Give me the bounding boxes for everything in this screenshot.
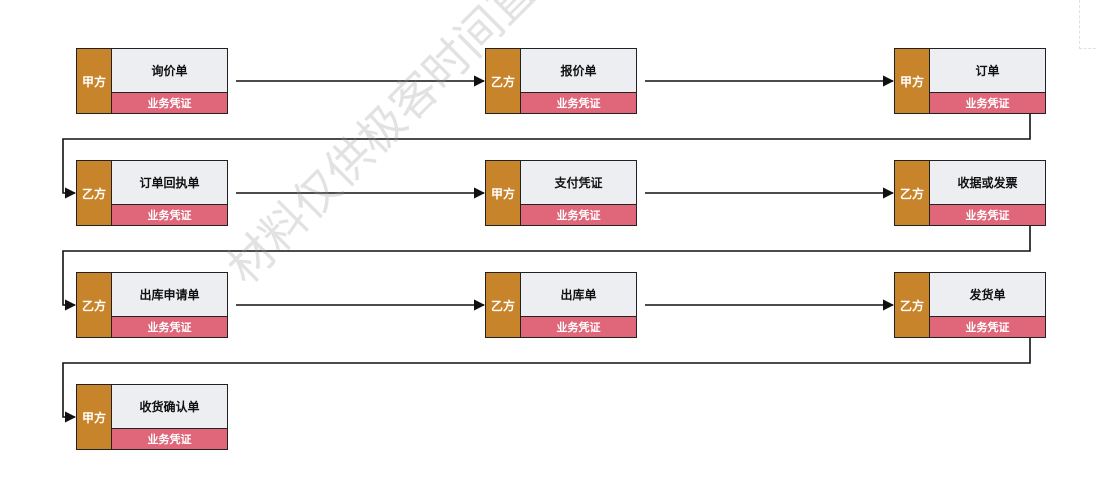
document-name: 发货单 [930,272,1046,317]
flow-arrow-wrap [62,338,1031,423]
document-name: 询价单 [112,48,228,93]
flow-node: 乙方 订单回执单 业务凭证 [76,160,236,226]
business-voucher-tag: 业务凭证 [930,93,1046,114]
party-label: 乙方 [894,160,930,226]
document-name: 收货确认单 [112,384,228,429]
document-name: 收据或发票 [930,160,1046,205]
party-label: 乙方 [894,272,930,338]
flow-arrow-wrap [62,226,1031,311]
flow-node: 甲方 询价单 业务凭证 [76,48,236,114]
party-label: 甲方 [76,48,112,114]
party-label: 乙方 [485,272,521,338]
document-name: 支付凭证 [521,160,637,205]
document-name: 报价单 [521,48,637,93]
flow-node: 乙方 发货单 业务凭证 [894,272,1054,338]
business-voucher-tag: 业务凭证 [930,317,1046,338]
business-voucher-tag: 业务凭证 [521,93,637,114]
business-voucher-tag: 业务凭证 [112,205,228,226]
business-voucher-tag: 业务凭证 [521,205,637,226]
business-voucher-tag: 业务凭证 [112,429,228,450]
flow-node: 乙方 收据或发票 业务凭证 [894,160,1054,226]
document-name: 订单回执单 [112,160,228,205]
flow-node: 乙方 报价单 业务凭证 [485,48,645,114]
flow-arrow-wrap [62,114,1031,199]
flow-node: 乙方 出库申请单 业务凭证 [76,272,236,338]
business-voucher-tag: 业务凭证 [930,205,1046,226]
flow-node: 甲方 收货确认单 业务凭证 [76,384,236,450]
business-voucher-tag: 业务凭证 [112,317,228,338]
document-name: 出库申请单 [112,272,228,317]
flow-node: 甲方 支付凭证 业务凭证 [485,160,645,226]
party-label: 乙方 [485,48,521,114]
flow-node: 甲方 订单 业务凭证 [894,48,1054,114]
business-voucher-tag: 业务凭证 [112,93,228,114]
flow-node: 乙方 出库单 业务凭证 [485,272,645,338]
corner-mark [1079,0,1096,49]
business-voucher-tag: 业务凭证 [521,317,637,338]
party-label: 乙方 [76,160,112,226]
party-label: 乙方 [76,272,112,338]
document-name: 出库单 [521,272,637,317]
party-label: 甲方 [76,384,112,450]
party-label: 甲方 [485,160,521,226]
party-label: 甲方 [894,48,930,114]
document-name: 订单 [930,48,1046,93]
